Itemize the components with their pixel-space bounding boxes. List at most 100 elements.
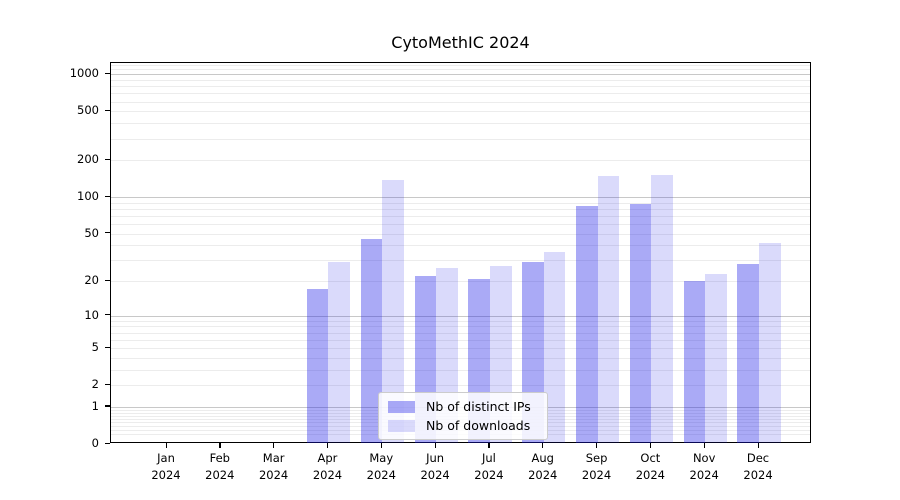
- y-tick-mark: [105, 442, 110, 444]
- legend-item: Nb of downloads: [379, 416, 547, 435]
- x-tick-label: Feb 2024: [180, 450, 260, 483]
- gridline-minor: [111, 385, 810, 387]
- bar-downloads-may: [382, 180, 404, 443]
- x-tick-mark: [649, 443, 652, 448]
- x-tick-label: Jan 2024: [126, 450, 206, 483]
- gridline-major: [111, 197, 810, 199]
- bar-distinct-ips-sep: [575, 205, 598, 443]
- legend-item: Nb of distinct IPs: [379, 397, 547, 416]
- gridline-minor: [111, 208, 810, 210]
- y-tick-mark: [105, 72, 110, 74]
- x-tick-label: Jun 2024: [395, 450, 475, 483]
- gridline-minor: [111, 138, 810, 140]
- bar-downloads-nov: [705, 273, 727, 443]
- x-tick-year: 2024: [151, 467, 181, 482]
- bar-downloads-oct: [651, 174, 673, 443]
- gridline-minor: [111, 79, 810, 81]
- bar-distinct-ips-oct: [629, 203, 652, 443]
- gridline-minor: [111, 123, 810, 125]
- y-tick-mark: [105, 383, 110, 385]
- bar-downloads-apr: [328, 262, 351, 443]
- gridline-minor: [111, 160, 810, 162]
- x-tick-label: Sep 2024: [557, 450, 637, 483]
- gridline-major: [111, 74, 810, 76]
- bar-distinct-ips-dec: [737, 263, 759, 443]
- gridline-minor: [111, 326, 810, 328]
- x-tick-mark: [219, 443, 221, 448]
- gridline-minor: [111, 332, 810, 334]
- y-tick-label: 200: [77, 152, 99, 167]
- gridline-minor: [111, 215, 810, 217]
- gridline-minor: [111, 93, 810, 95]
- gridline-minor: [111, 320, 810, 322]
- y-tick-label: 0: [91, 436, 99, 450]
- y-tick-label: 50: [84, 225, 99, 240]
- bar-distinct-ips-apr: [306, 289, 329, 443]
- x-tick-label: May 2024: [341, 450, 421, 483]
- y-tick-mark: [105, 232, 110, 234]
- x-tick-year: 2024: [474, 467, 504, 482]
- x-tick-month: Apr: [317, 451, 338, 465]
- x-tick-year: 2024: [528, 467, 558, 482]
- x-tick-month: Jun: [426, 451, 445, 465]
- plot-area: [110, 62, 811, 443]
- y-tick-mark: [105, 195, 110, 197]
- x-tick-label: Apr 2024: [287, 450, 367, 483]
- x-tick-label: Oct 2024: [610, 450, 690, 483]
- legend-swatch-distinct-ips: [388, 400, 415, 413]
- chart-title: CytoMethIC 2024: [391, 33, 530, 52]
- x-tick-label: Dec 2024: [718, 450, 798, 483]
- x-tick-mark: [542, 443, 544, 448]
- y-tick-label: 1: [91, 398, 99, 413]
- gridline-minor: [111, 339, 810, 341]
- gridline-minor: [111, 369, 810, 371]
- x-tick-month: Nov: [692, 451, 716, 465]
- x-tick-label: Jul 2024: [449, 450, 529, 483]
- x-tick-month: Aug: [531, 451, 554, 465]
- y-tick-label: 100: [77, 189, 99, 204]
- gridline-minor: [111, 224, 810, 226]
- x-tick-month: May: [369, 451, 394, 465]
- x-tick-year: 2024: [420, 467, 450, 482]
- bar-downloads-aug: [543, 252, 566, 443]
- y-tick-mark: [105, 158, 110, 160]
- legend-label: Nb of downloads: [426, 418, 531, 433]
- gridline-minor: [111, 111, 810, 113]
- x-tick-month: Dec: [746, 451, 770, 465]
- y-tick-label: 1000: [69, 66, 99, 81]
- y-tick-mark: [105, 346, 110, 348]
- x-tick-month: Jul: [481, 451, 496, 465]
- gridline-minor: [111, 64, 810, 66]
- gridline-major: [111, 315, 810, 317]
- y-tick-label: 500: [77, 103, 99, 118]
- x-tick-mark: [488, 443, 490, 448]
- x-tick-month: Sep: [585, 451, 608, 465]
- gridline-minor: [111, 281, 810, 283]
- legend-label: Nb of distinct IPs: [426, 399, 531, 414]
- y-tick-mark: [105, 109, 110, 112]
- legend-swatch-downloads: [388, 419, 415, 432]
- y-tick-label: 2: [91, 377, 99, 392]
- gridline-minor: [111, 69, 810, 71]
- gridline-minor: [111, 86, 810, 88]
- legend: Nb of distinct IPs Nb of downloads: [378, 392, 548, 440]
- x-tick-mark: [273, 443, 275, 448]
- y-tick-mark: [105, 279, 110, 281]
- x-tick-label: Aug 2024: [503, 450, 583, 483]
- x-tick-month: Jan: [157, 451, 175, 465]
- x-tick-mark: [326, 443, 329, 448]
- bar-downloads-dec: [759, 242, 781, 443]
- x-tick-label: Mar 2024: [234, 450, 314, 483]
- y-tick-label: 20: [84, 273, 99, 288]
- x-tick-year: 2024: [312, 467, 343, 482]
- x-tick-year: 2024: [689, 467, 719, 482]
- gridline-minor: [111, 357, 810, 359]
- x-tick-year: 2024: [635, 467, 666, 482]
- x-tick-mark: [757, 443, 759, 448]
- x-tick-year: 2024: [743, 467, 773, 482]
- gridline-minor: [111, 348, 810, 350]
- bar-distinct-ips-nov: [683, 281, 706, 443]
- x-tick-month: Mar: [262, 451, 285, 465]
- x-tick-mark: [596, 443, 598, 448]
